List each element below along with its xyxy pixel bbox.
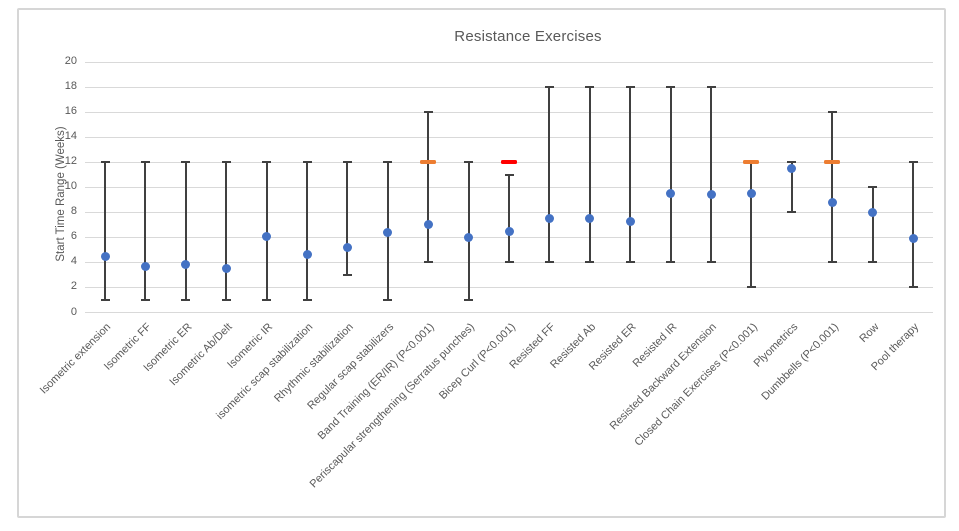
y-axis-title: Start Time Range (Weeks) xyxy=(55,126,67,262)
chart-title: Resistance Exercises xyxy=(454,28,602,45)
chart-area: Resistance Exercises Start Time Range (W… xyxy=(17,8,946,518)
